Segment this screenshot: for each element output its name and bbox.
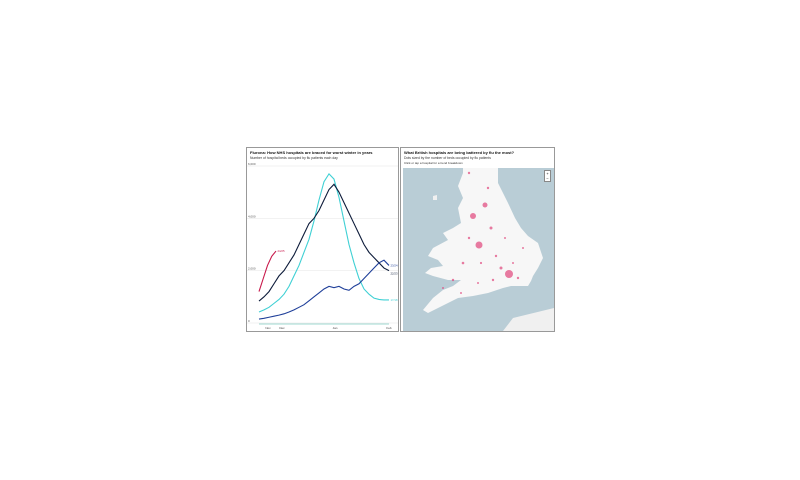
zoom-controls: + − xyxy=(544,170,551,182)
hospital-map[interactable]: + − xyxy=(403,168,554,331)
series-line-17-18[interactable] xyxy=(258,172,389,313)
x-tick-label: Jan xyxy=(333,326,338,330)
hospital-dot[interactable] xyxy=(467,236,471,240)
series-line-23-24[interactable] xyxy=(258,259,390,320)
line-chart: 0 2,000 4,000 6,000 Nov Dec Jan Feb 17/18 22/23 23… xyxy=(247,162,398,330)
hospital-dot[interactable] xyxy=(489,226,493,230)
series-line-22-23[interactable] xyxy=(258,183,390,302)
hospital-dot[interactable] xyxy=(460,292,462,294)
series-label: 23/24 xyxy=(391,263,398,267)
x-tick-label: Feb xyxy=(386,326,392,330)
map-panel: What British hospitals are being battere… xyxy=(400,147,555,332)
hospital-dot[interactable] xyxy=(467,171,471,175)
map-subtitle: Dots sized by the number of beds occupie… xyxy=(404,156,491,160)
hospital-dot[interactable] xyxy=(522,247,524,249)
hospital-dot[interactable] xyxy=(451,278,455,282)
series-label: 17/18 xyxy=(391,298,398,302)
isle-of-man xyxy=(433,195,437,200)
hospital-dot[interactable] xyxy=(504,237,506,239)
chart-subtitle: Number of hospital beds occupied by flu … xyxy=(250,156,338,160)
map-title: What British hospitals are being battere… xyxy=(404,150,515,155)
hospital-dot[interactable] xyxy=(470,213,476,219)
hospital-dot[interactable] xyxy=(505,270,513,278)
hospital-dot[interactable] xyxy=(512,262,514,264)
y-tick-label: 0 xyxy=(248,319,250,323)
hospital-dot[interactable] xyxy=(499,266,503,270)
series-label: 22/23 xyxy=(391,272,398,276)
hospital-dot[interactable] xyxy=(516,276,520,280)
hospital-dot[interactable] xyxy=(475,241,483,249)
england-wales-land xyxy=(423,168,543,313)
y-tick-label: 2,000 xyxy=(248,267,256,271)
hospital-dot[interactable] xyxy=(482,202,488,208)
hospital-dot[interactable] xyxy=(479,261,483,265)
hospital-dot[interactable] xyxy=(486,186,490,190)
series-line-24-25[interactable] xyxy=(258,250,277,292)
series-label: 24/25 xyxy=(278,249,285,253)
flu-chart-panel: Flurona: How NHS hospitals are braced fo… xyxy=(246,147,399,332)
x-tick-label: Nov xyxy=(265,326,271,330)
zoom-out-button[interactable]: − xyxy=(546,176,549,181)
zoom-in-button[interactable]: + xyxy=(546,171,549,176)
y-tick-label: 4,000 xyxy=(248,214,256,218)
map-hint: Click or tap a hospital for a trend brea… xyxy=(404,161,463,165)
chart-title: Flurona: How NHS hospitals are braced fo… xyxy=(250,150,373,155)
y-tick-label: 6,000 xyxy=(248,162,256,166)
hospital-dot[interactable] xyxy=(442,287,444,289)
x-tick-label: Dec xyxy=(279,326,285,330)
france-land xyxy=(503,308,554,331)
hospital-dot[interactable] xyxy=(461,261,465,265)
hospital-dot[interactable] xyxy=(477,282,479,284)
hospital-dot[interactable] xyxy=(491,278,495,282)
hospital-dot[interactable] xyxy=(494,254,498,258)
